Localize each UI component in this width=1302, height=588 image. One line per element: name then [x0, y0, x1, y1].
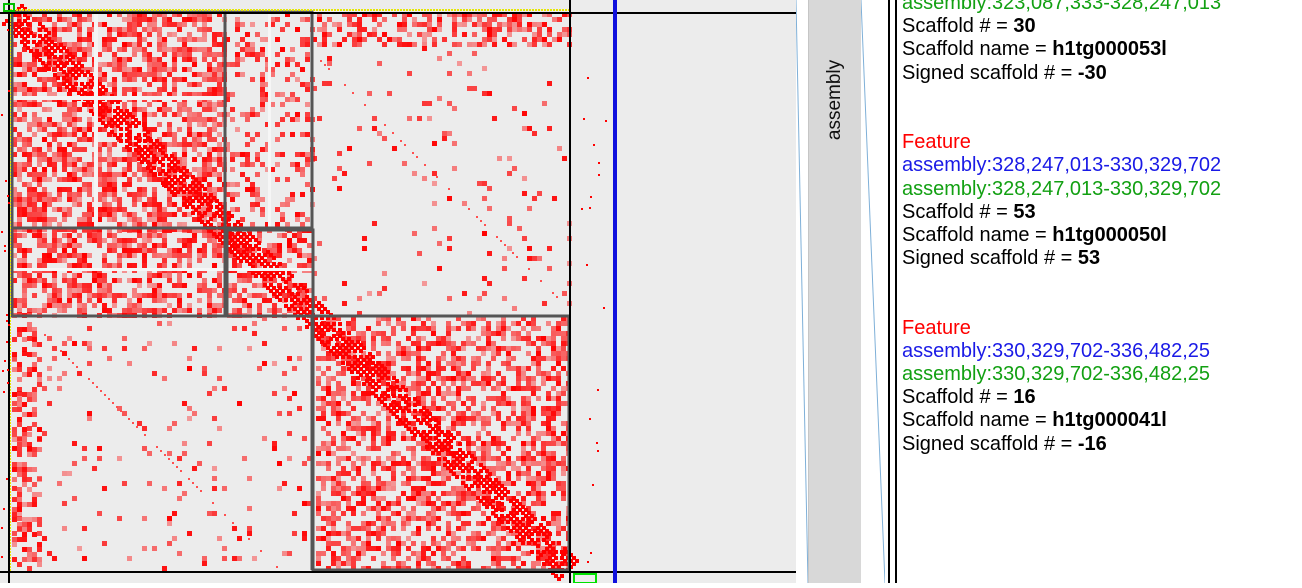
- scaffold-name: h1tg000053l: [1052, 38, 1167, 60]
- feature-scaffold-name-row: Scaffold name = h1tg000041l: [902, 409, 1302, 432]
- scaffold-num: 16: [1013, 386, 1035, 408]
- gap-stripe-horizontal-2: [12, 268, 312, 271]
- feature-scaffold-num-row: Scaffold # = 30: [902, 15, 1302, 38]
- feature-info-text: assembly:323,087,333-328,247,013 Scaffol…: [902, 0, 1302, 456]
- scaffold-name: h1tg000050l: [1052, 224, 1167, 246]
- panel-border-2: [895, 0, 897, 583]
- feature-scaffold-num-row: Scaffold # = 16: [902, 386, 1302, 409]
- contact-map-viewport[interactable]: [0, 0, 796, 583]
- split-handle[interactable]: [796, 0, 808, 583]
- signed-scaffold-num: 53: [1078, 247, 1100, 269]
- feature-green-coord: assembly:323,087,333-328,247,013: [902, 0, 1302, 15]
- assembly-track-panel[interactable]: assembly: [808, 0, 862, 583]
- track-label: assembly: [809, 0, 861, 200]
- scaffold-num: 30: [1013, 15, 1035, 37]
- feature-info-panel[interactable]: assembly:323,087,333-328,247,013 Scaffol…: [885, 0, 1302, 583]
- panel-gap-line: [861, 0, 885, 583]
- feature-scaffold-name-row: Scaffold name = h1tg000053l: [902, 38, 1302, 61]
- signed-scaffold-num: -30: [1078, 62, 1107, 84]
- feature-blue-coord: assembly:328,247,013-330,329,702: [902, 154, 1302, 177]
- signed-scaffold-num: -16: [1078, 433, 1107, 455]
- feature-green-coord: assembly:330,329,702-336,482,25: [902, 363, 1302, 386]
- gap-stripe-vertical: [94, 12, 98, 227]
- scaffold-num: 53: [1013, 201, 1035, 223]
- contact-heatmap[interactable]: [0, 0, 796, 583]
- feature-title: Feature: [902, 317, 1302, 340]
- gap-stripe-vertical-2: [268, 12, 271, 227]
- gap-stripe-horizontal: [12, 96, 224, 100]
- feature-scaffold-num-row: Scaffold # = 53: [902, 201, 1302, 224]
- track-label-text: assembly: [824, 60, 846, 140]
- feature-scaffold-name-row: Scaffold name = h1tg000050l: [902, 224, 1302, 247]
- feature-title: Feature: [902, 131, 1302, 154]
- panel-border-1: [888, 0, 890, 583]
- scaffold-name: h1tg000041l: [1052, 409, 1167, 431]
- feature-signed-row: Signed scaffold # = -30: [902, 62, 1302, 85]
- feature-signed-row: Signed scaffold # = -16: [902, 433, 1302, 456]
- panel-gap: [861, 0, 885, 583]
- feature-green-coord: assembly:328,247,013-330,329,702: [902, 178, 1302, 201]
- split-handle-line: [796, 0, 808, 583]
- feature-signed-row: Signed scaffold # = 53: [902, 247, 1302, 270]
- feature-blue-coord: assembly:330,329,702-336,482,25: [902, 340, 1302, 363]
